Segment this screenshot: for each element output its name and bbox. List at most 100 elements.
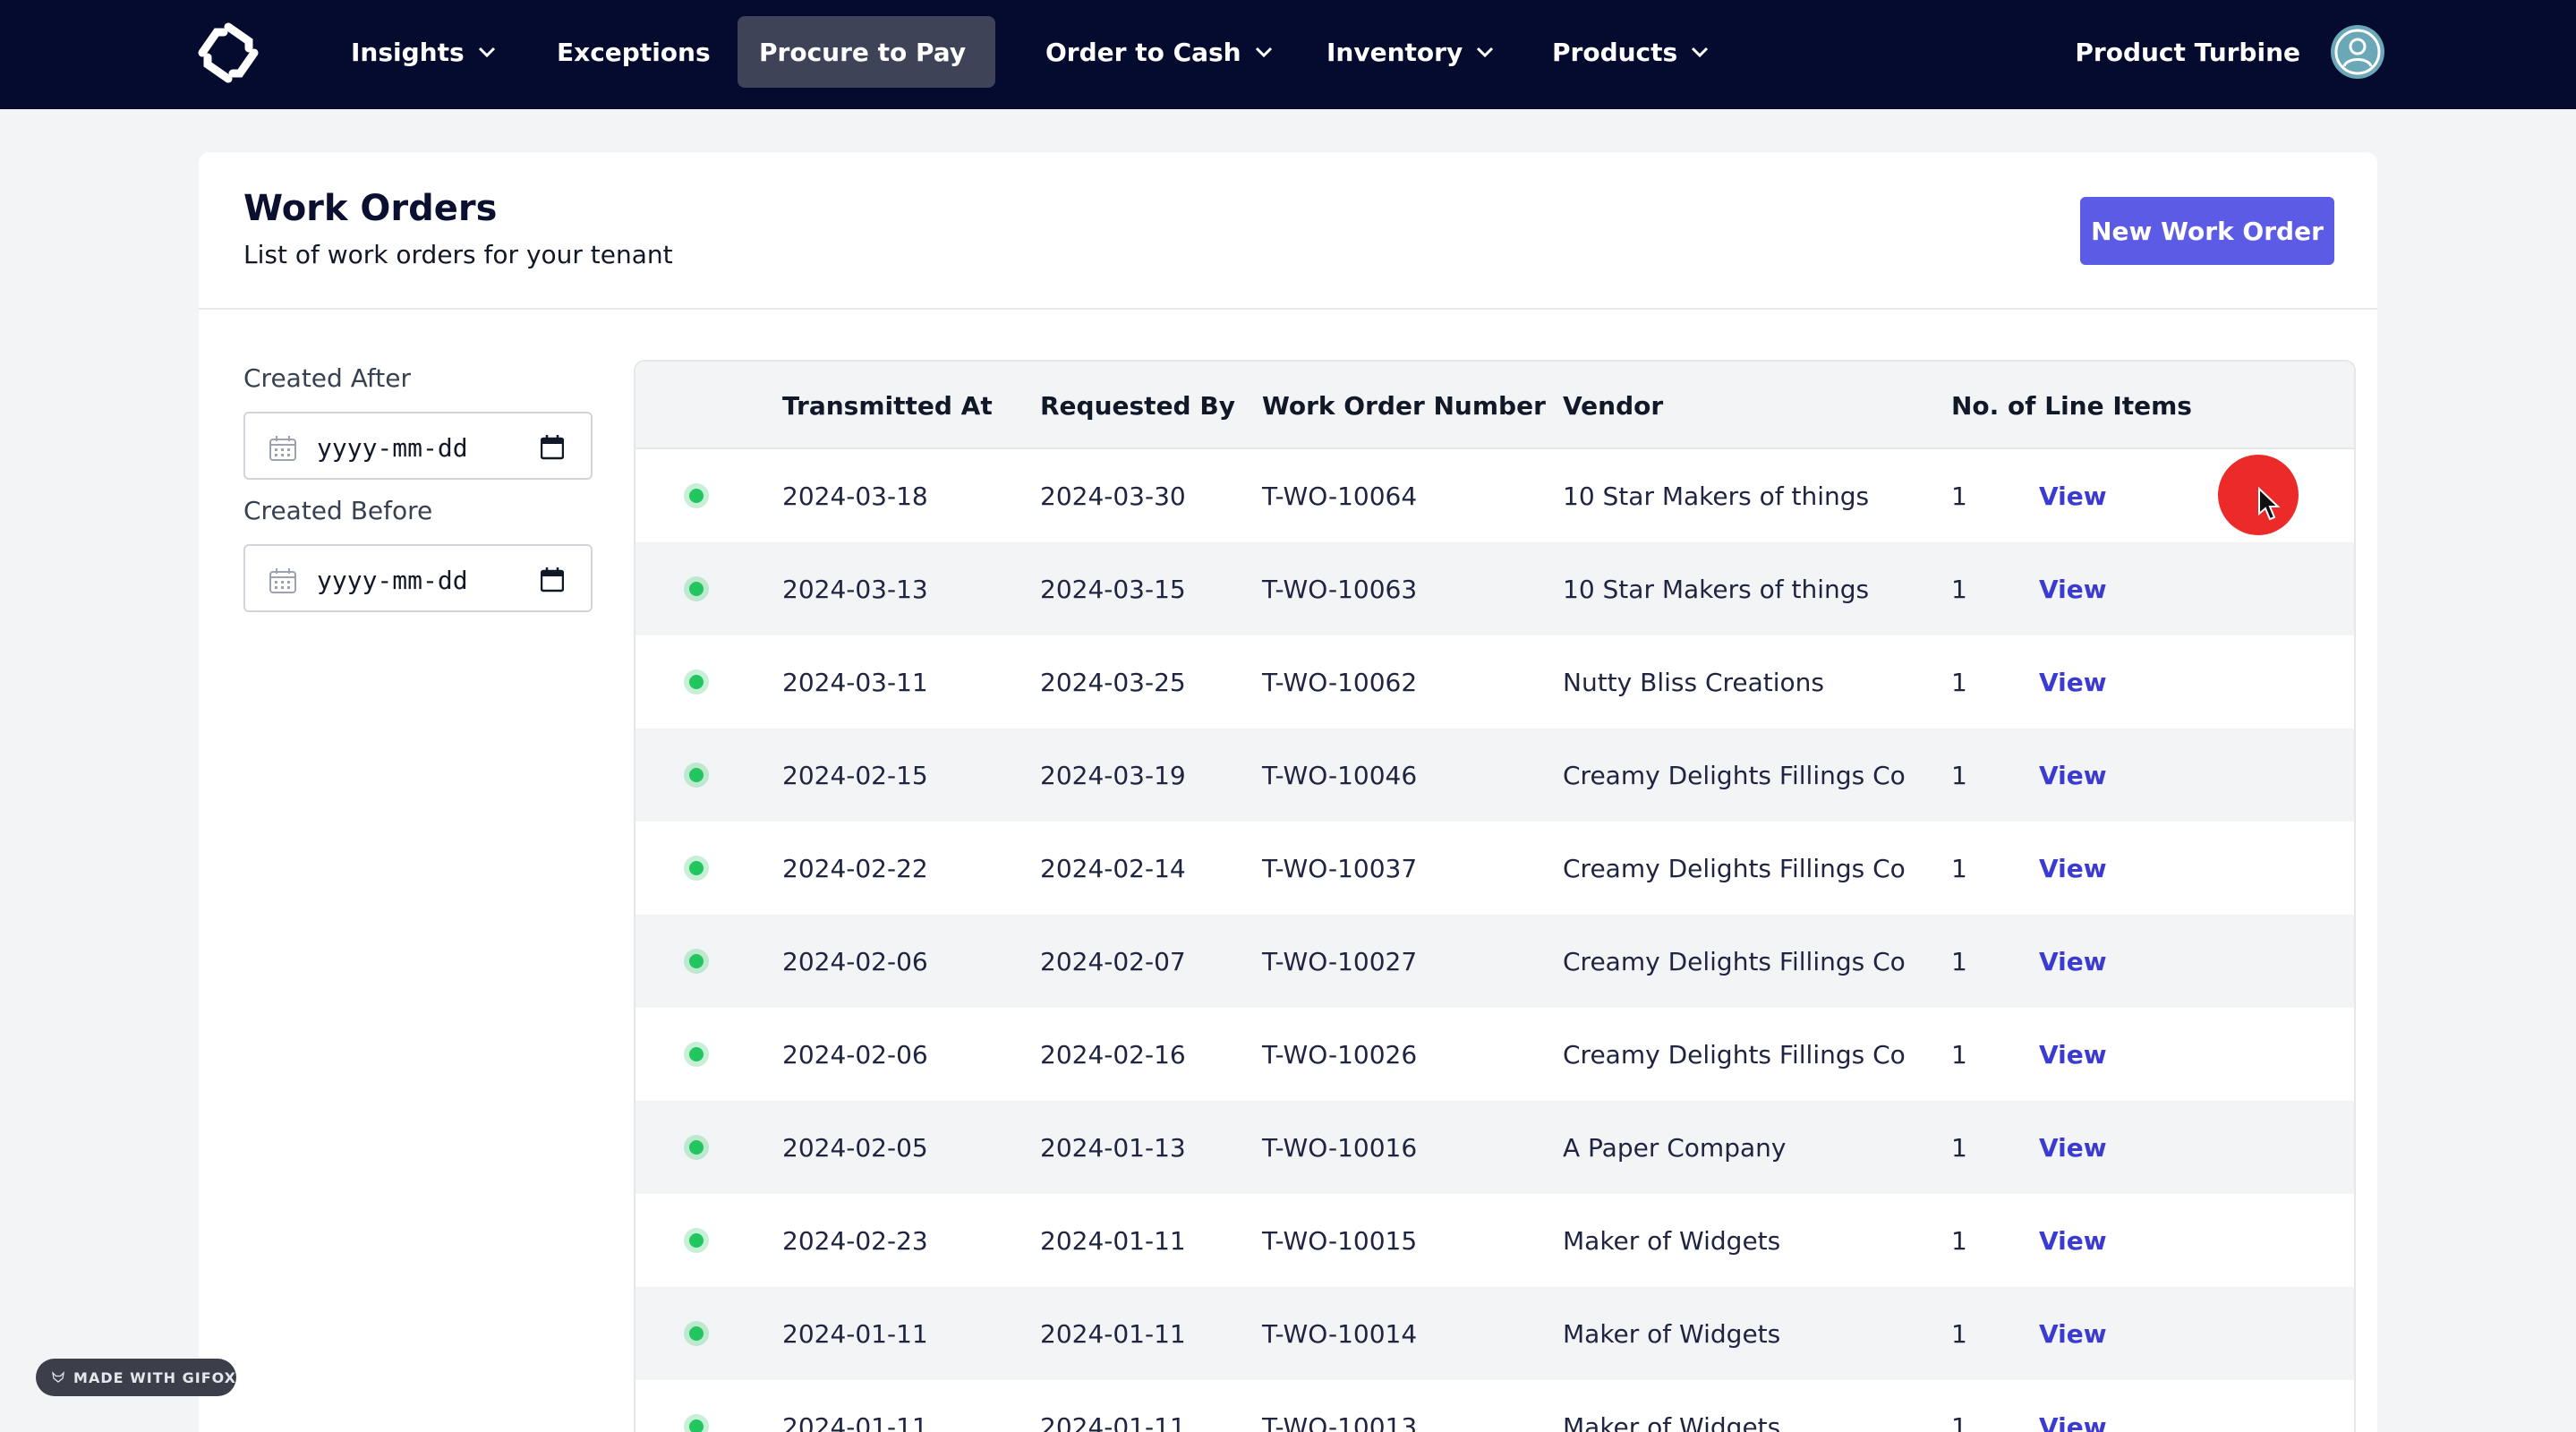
status-dot-icon [684,1135,709,1160]
created-after-label: Created After [243,363,411,393]
status-dot-icon [684,669,709,695]
view-link[interactable]: View [2039,1039,2107,1070]
cell-requested-by: 2024-01-11 [1040,1318,1186,1349]
cell-work-order-number: T-WO-10026 [1262,1039,1418,1070]
cell-vendor: 10 Star Makers of things [1563,481,1870,511]
chevron-down-icon [1692,47,1709,58]
cell-transmitted-at: 2024-03-11 [782,667,928,697]
table-row: 2024-02-06 2024-02-16 T-WO-10026 Creamy Del… [635,1008,2354,1101]
cell-work-order-number: T-WO-10063 [1262,574,1418,604]
nav-procure-to-pay[interactable]: Procure to Pay [738,16,995,88]
cell-vendor: Maker of Widgets [1563,1411,1781,1432]
user-avatar-icon[interactable] [2329,23,2386,81]
work-orders-table: Transmitted At Requested By Work Order N… [634,360,2356,1432]
page-title: Work Orders [243,188,498,229]
nav-order-to-cash[interactable]: Order to Cash [1024,16,1295,88]
nav-products[interactable]: Products [1531,16,1731,88]
table-row: 2024-03-18 2024-03-30 T-WO-10064 10 Star Ma… [635,449,2354,542]
view-link[interactable]: View [2039,1225,2107,1256]
cell-work-order-number: T-WO-10013 [1262,1411,1418,1432]
table-row: 2024-01-11 2024-01-11 T-WO-10013 Maker of W… [635,1380,2354,1432]
cell-requested-by: 2024-02-16 [1040,1039,1186,1070]
page-subtitle: List of work orders for your tenant [243,240,673,269]
cell-vendor: Creamy Delights Fillings Co [1563,1039,1906,1070]
view-link[interactable]: View [2039,1411,2107,1432]
view-link[interactable]: View [2039,667,2107,697]
cell-transmitted-at: 2024-02-05 [782,1132,928,1163]
nav-exceptions[interactable]: Exceptions [535,16,732,88]
mouse-cursor-icon [2258,487,2281,521]
column-vendor[interactable]: Vendor [1563,390,1664,421]
cell-requested-by: 2024-03-15 [1040,574,1186,604]
status-dot-icon [684,1228,709,1253]
calendar-icon [269,436,296,461]
column-transmitted-at[interactable]: Transmitted At [782,390,993,421]
cell-line-items: 1 [1951,760,1967,790]
nav-inventory-label: Inventory [1326,37,1463,67]
work-orders-card: Work Orders List of work orders for your… [199,152,2377,1432]
created-after-field[interactable] [243,412,593,480]
cell-line-items: 1 [1951,946,1967,976]
nav-products-label: Products [1552,37,1678,67]
cell-work-order-number: T-WO-10016 [1262,1132,1418,1163]
status-dot-icon [684,576,709,601]
cell-vendor: Creamy Delights Fillings Co [1563,946,1906,976]
user-menu-name[interactable]: Product Turbine [2075,37,2300,67]
table-row: 2024-03-13 2024-03-15 T-WO-10063 10 Star Ma… [635,542,2354,635]
date-picker-icon[interactable] [541,567,564,592]
table-row: 2024-03-11 2024-03-25 T-WO-10062 Nutty Blis… [635,635,2354,729]
created-before-input[interactable] [317,562,514,598]
cell-transmitted-at: 2024-02-22 [782,853,928,883]
view-link[interactable]: View [2039,853,2107,883]
column-requested-by[interactable]: Requested By [1040,390,1235,421]
cell-line-items: 1 [1951,481,1967,511]
column-line-items[interactable]: No. of Line Items [1951,390,2192,421]
created-before-field[interactable] [243,544,593,612]
cell-vendor: Maker of Widgets [1563,1318,1781,1349]
nav-order-to-cash-label: Order to Cash [1045,37,1241,67]
view-link[interactable]: View [2039,1132,2107,1163]
cell-vendor: Nutty Bliss Creations [1563,667,1825,697]
gifox-fox-icon [52,1371,64,1383]
column-work-order-number[interactable]: Work Order Number [1262,390,1546,421]
table-row: 2024-01-11 2024-01-11 T-WO-10014 Maker of W… [635,1287,2354,1380]
chevron-down-icon [1255,47,1272,58]
cell-vendor: A Paper Company [1563,1132,1787,1163]
cell-vendor: Creamy Delights Fillings Co [1563,853,1906,883]
table-header: Transmitted At Requested By Work Order N… [635,362,2354,449]
view-link[interactable]: View [2039,1318,2107,1349]
cell-transmitted-at: 2024-03-18 [782,481,928,511]
chevron-down-icon [478,47,495,58]
card-header: Work Orders List of work orders for your… [199,152,2377,310]
cell-requested-by: 2024-03-30 [1040,481,1186,511]
nav-procure-to-pay-label: Procure to Pay [759,37,967,67]
nav-insights-label: Insights [351,37,465,67]
nav-inventory[interactable]: Inventory [1305,16,1516,88]
cell-vendor: Maker of Widgets [1563,1225,1781,1256]
cell-line-items: 1 [1951,853,1967,883]
tidal-loop-logo-icon[interactable] [197,21,260,84]
status-dot-icon [684,1321,709,1346]
cell-requested-by: 2024-01-13 [1040,1132,1186,1163]
created-before-label: Created Before [243,496,433,525]
top-navigation-bar: Insights Exceptions Procure to Pay Order… [0,0,2576,109]
table-row: 2024-02-22 2024-02-14 T-WO-10037 Creamy Del… [635,822,2354,915]
gifox-watermark: MADE WITH GIFOX [36,1359,236,1396]
nav-insights[interactable]: Insights [329,16,518,88]
cell-transmitted-at: 2024-03-13 [782,574,928,604]
cell-requested-by: 2024-03-19 [1040,760,1186,790]
table-row: 2024-02-23 2024-01-11 T-WO-10015 Maker of W… [635,1194,2354,1287]
view-link[interactable]: View [2039,574,2107,604]
cell-transmitted-at: 2024-02-06 [782,1039,928,1070]
date-picker-icon[interactable] [541,435,564,460]
view-link[interactable]: View [2039,946,2107,976]
view-link[interactable]: View [2039,760,2107,790]
cell-line-items: 1 [1951,1132,1967,1163]
cell-work-order-number: T-WO-10064 [1262,481,1418,511]
view-link[interactable]: View [2039,481,2107,511]
status-dot-icon [684,1414,709,1432]
cell-line-items: 1 [1951,1318,1967,1349]
new-work-order-button[interactable]: New Work Order [2080,197,2334,265]
created-after-input[interactable] [317,430,514,465]
calendar-icon [269,568,296,593]
